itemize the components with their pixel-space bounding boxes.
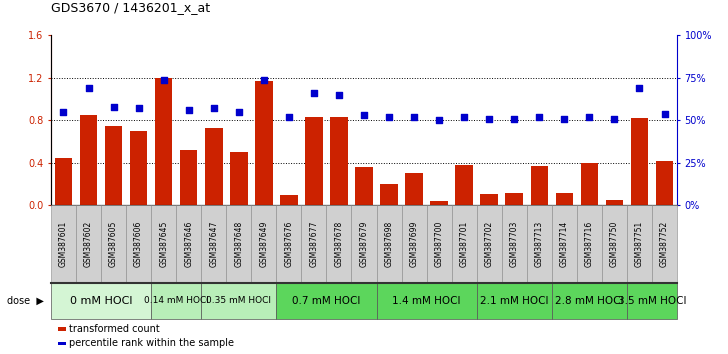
Text: GSM387646: GSM387646 xyxy=(184,221,193,268)
Point xyxy=(383,114,395,120)
Text: GSM387678: GSM387678 xyxy=(334,221,344,267)
Text: GSM387701: GSM387701 xyxy=(459,221,469,267)
Bar xyxy=(230,152,248,205)
Text: 0.7 mM HOCl: 0.7 mM HOCl xyxy=(292,296,360,306)
Bar xyxy=(255,81,272,205)
Point xyxy=(483,116,495,121)
Point xyxy=(233,109,245,115)
Point xyxy=(534,114,545,120)
Text: GSM387647: GSM387647 xyxy=(209,221,218,268)
Text: 3.5 mM HOCl: 3.5 mM HOCl xyxy=(618,296,687,306)
Point xyxy=(308,90,320,96)
Bar xyxy=(130,131,147,205)
Text: dose  ▶: dose ▶ xyxy=(7,296,44,306)
Bar xyxy=(305,117,323,205)
Point xyxy=(283,114,295,120)
Text: GSM387605: GSM387605 xyxy=(109,221,118,268)
Bar xyxy=(606,200,623,205)
Bar xyxy=(555,193,573,205)
Text: GSM387649: GSM387649 xyxy=(259,221,269,268)
Bar xyxy=(280,195,298,205)
Bar xyxy=(55,158,72,205)
Text: 0.14 mM HOCl: 0.14 mM HOCl xyxy=(143,296,209,306)
Point xyxy=(584,114,596,120)
Text: 0 mM HOCl: 0 mM HOCl xyxy=(70,296,132,306)
Bar xyxy=(630,118,648,205)
Point xyxy=(132,105,144,111)
Point xyxy=(433,118,445,123)
Text: GSM387698: GSM387698 xyxy=(384,221,394,267)
Text: GSM387677: GSM387677 xyxy=(309,221,318,268)
Text: GSM387703: GSM387703 xyxy=(510,221,519,268)
Text: GSM387702: GSM387702 xyxy=(485,221,494,267)
Bar xyxy=(105,126,122,205)
Bar xyxy=(456,165,473,205)
Point xyxy=(58,109,69,115)
Point xyxy=(408,114,420,120)
Text: 2.8 mM HOCl: 2.8 mM HOCl xyxy=(555,296,624,306)
Text: GSM387602: GSM387602 xyxy=(84,221,93,267)
Text: 0.35 mM HOCl: 0.35 mM HOCl xyxy=(206,296,272,306)
Bar xyxy=(581,163,598,205)
Point xyxy=(208,105,220,111)
Bar xyxy=(355,167,373,205)
Point xyxy=(258,77,269,82)
Point xyxy=(659,111,670,116)
Text: GSM387699: GSM387699 xyxy=(410,221,419,268)
Bar xyxy=(155,78,173,205)
Point xyxy=(183,107,194,113)
Bar xyxy=(405,173,423,205)
Bar xyxy=(180,150,197,205)
Text: GDS3670 / 1436201_x_at: GDS3670 / 1436201_x_at xyxy=(51,1,210,14)
Text: GSM387751: GSM387751 xyxy=(635,221,644,267)
Bar xyxy=(430,201,448,205)
Text: GSM387679: GSM387679 xyxy=(360,221,368,268)
Text: 2.1 mM HOCl: 2.1 mM HOCl xyxy=(480,296,548,306)
Bar xyxy=(480,194,498,205)
Bar xyxy=(505,193,523,205)
Point xyxy=(83,85,95,91)
Point xyxy=(609,116,620,121)
Bar xyxy=(656,161,673,205)
Point xyxy=(333,92,345,98)
Text: GSM387714: GSM387714 xyxy=(560,221,569,267)
Bar xyxy=(380,184,397,205)
Text: GSM387700: GSM387700 xyxy=(435,221,443,268)
Bar xyxy=(80,115,98,205)
Text: percentile rank within the sample: percentile rank within the sample xyxy=(69,338,234,348)
Text: GSM387752: GSM387752 xyxy=(660,221,669,267)
Text: GSM387648: GSM387648 xyxy=(234,221,243,267)
Text: GSM387645: GSM387645 xyxy=(159,221,168,268)
Text: GSM387713: GSM387713 xyxy=(535,221,544,267)
Point xyxy=(633,85,645,91)
Text: GSM387606: GSM387606 xyxy=(134,221,143,268)
Text: GSM387601: GSM387601 xyxy=(59,221,68,267)
Text: GSM387750: GSM387750 xyxy=(610,221,619,268)
Point xyxy=(158,77,170,82)
Bar xyxy=(205,128,223,205)
Bar xyxy=(531,166,548,205)
Point xyxy=(508,116,520,121)
Point xyxy=(358,113,370,118)
Point xyxy=(459,114,470,120)
Point xyxy=(108,104,119,110)
Point xyxy=(558,116,570,121)
Text: 1.4 mM HOCl: 1.4 mM HOCl xyxy=(392,296,461,306)
Text: transformed count: transformed count xyxy=(69,324,160,334)
Text: GSM387716: GSM387716 xyxy=(585,221,594,267)
Text: GSM387676: GSM387676 xyxy=(285,221,293,268)
Bar xyxy=(331,117,348,205)
